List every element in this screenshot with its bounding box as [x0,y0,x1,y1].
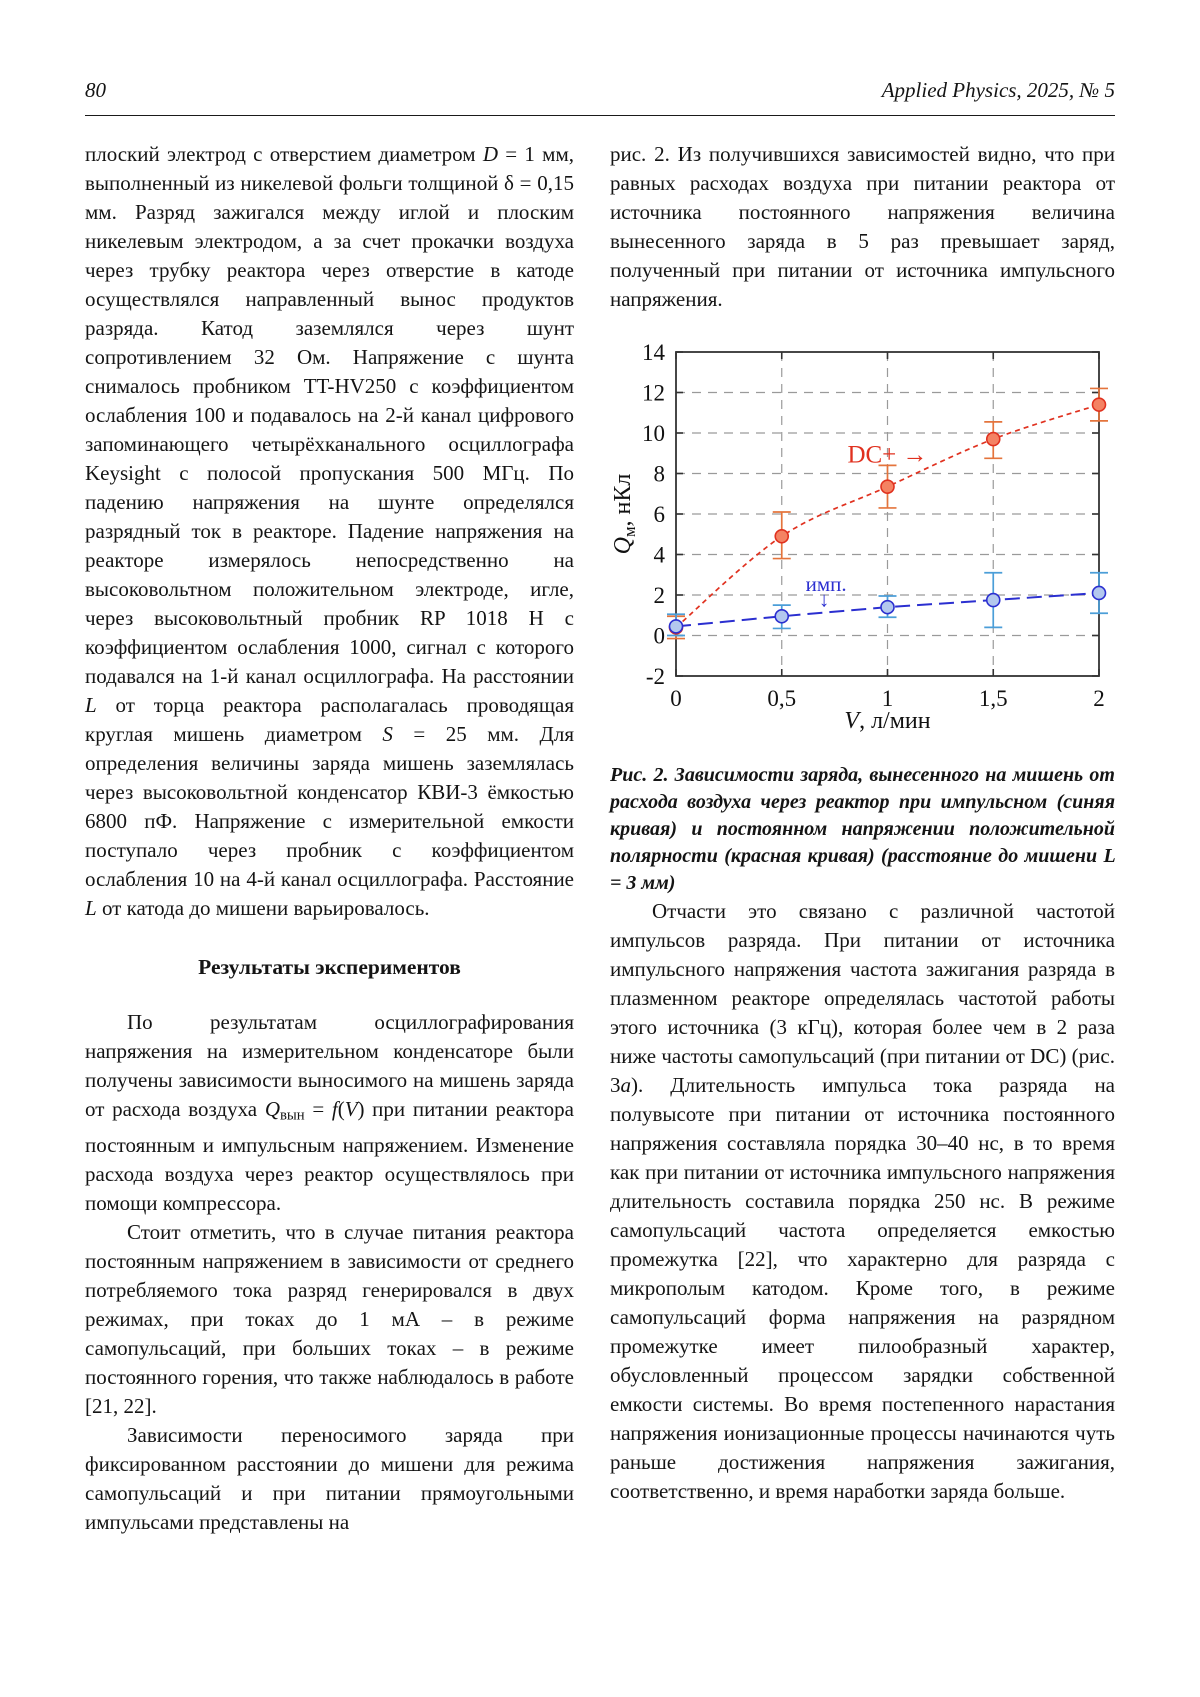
svg-text:14: 14 [642,340,666,365]
left-column: плоский электрод с отверстием диаметром … [85,140,574,1537]
paragraph: Стоит отметить, что в случае питания реа… [85,1219,574,1418]
page-header: 80 Applied Physics, 2025, № 5 [85,78,1115,116]
svg-text:V, л/мин: V, л/мин [844,708,930,734]
svg-text:1,5: 1,5 [979,686,1008,711]
svg-text:Qм, нКл: Qм, нКл [610,474,639,555]
svg-text:12: 12 [642,381,665,406]
svg-text:2: 2 [1093,686,1105,711]
paragraph: Зависимости переносимого заряда при фикс… [85,1422,574,1534]
paragraph: Отчасти это связано с различной частотой… [610,899,1115,1503]
svg-text:имп.: имп. [806,572,847,596]
svg-text:6: 6 [654,502,666,527]
svg-text:1: 1 [882,686,894,711]
figure-caption: Рис. 2. Зависимости заряда, вынесенного … [610,764,1115,894]
svg-text:4: 4 [654,543,666,568]
svg-text:0,5: 0,5 [767,686,796,711]
right-column: рис. 2. Из получившихся зависимостей вид… [610,140,1115,1537]
svg-text:0: 0 [654,624,666,649]
paragraph-continuation: рис. 2. Из получившихся зависимостей вид… [610,142,1115,311]
figure-2: -2 0 2 4 6 8 10 12 14 0 0,5 1 1,5 2 DC+ → имп. ↓ V, л/мин… [610,328,1115,897]
svg-text:10: 10 [642,421,665,446]
paragraph: По результатам осциллографирования напря… [85,1010,574,1215]
journal-title: Applied Physics, 2025, № 5 [881,78,1115,102]
page-number: 80 [85,78,106,102]
svg-text:-2: -2 [646,664,665,689]
svg-text:2: 2 [654,583,666,608]
two-column-body: плоский электрод с отверстием диаметром … [85,140,1115,1537]
section-heading: Результаты экспериментов [198,955,461,979]
svg-text:↓: ↓ [819,587,830,611]
svg-text:DC+ →: DC+ → [847,441,927,468]
paragraph-continuation: плоский электрод с отверстием диаметром … [85,142,574,920]
svg-text:8: 8 [654,462,666,487]
svg-text:0: 0 [670,686,682,711]
